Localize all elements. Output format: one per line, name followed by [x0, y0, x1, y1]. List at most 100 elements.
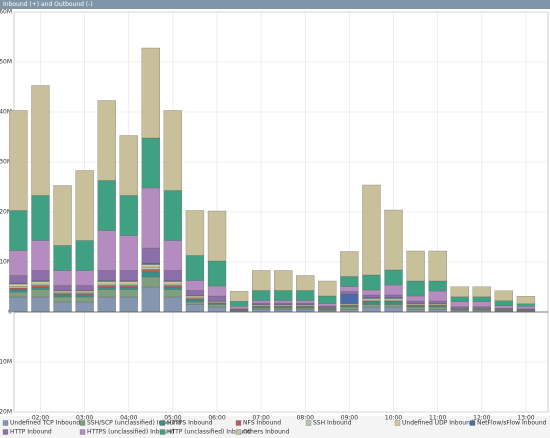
- bar-segment: [318, 303, 337, 307]
- bar-segment: [362, 274, 381, 291]
- bar-segment: [31, 286, 50, 290]
- bar-segment: [141, 47, 160, 139]
- legend-label: HTTP Inbound: [10, 429, 52, 436]
- bar-segment: [207, 210, 227, 262]
- bar-segment: [97, 289, 116, 298]
- legend-swatch: [159, 429, 166, 435]
- bar-segment: [406, 306, 425, 310]
- x-tick-label: 13:00: [517, 415, 534, 422]
- bar-segment: [428, 250, 447, 282]
- bar-segment: [31, 240, 50, 271]
- bar-segment: [119, 283, 138, 286]
- legend-label: HTTPS Inbound: [167, 420, 213, 427]
- legend-label: HTTPS (unclassified) Inbound: [87, 429, 175, 436]
- bar-segment: [340, 291, 359, 295]
- bar-segment: [406, 295, 425, 302]
- bar-segment: [450, 286, 469, 297]
- bar-segment: [185, 304, 205, 313]
- bar-segment: [53, 301, 72, 313]
- bar-segment: [362, 306, 381, 313]
- bar-segment: [251, 307, 271, 310]
- bar-segment: [274, 302, 293, 305]
- bar-segment: [119, 281, 138, 285]
- bar-segment: [9, 283, 28, 287]
- bar-segment: [406, 280, 425, 297]
- bar-segment: [75, 285, 94, 291]
- bar-segment: [384, 298, 403, 301]
- bar-segment: [207, 260, 227, 287]
- bar-segment: [251, 270, 271, 291]
- legend-swatch: [469, 420, 476, 426]
- legend-label: NetFlow/sFlow Inbound: [477, 420, 547, 427]
- bar-segment: [296, 307, 315, 310]
- x-tick-label: 04:00: [120, 415, 137, 422]
- bar-segment: [97, 296, 116, 313]
- bar-segment: [9, 110, 28, 211]
- bar-segment: [119, 285, 138, 288]
- bar-segment: [362, 298, 381, 301]
- y-tick-label: 60M: [0, 9, 12, 16]
- bar-segment: [185, 301, 205, 305]
- bar-segment: [97, 285, 116, 288]
- bar-segment: [362, 304, 381, 308]
- bar-segment: [340, 293, 359, 305]
- bar-segment: [229, 306, 249, 309]
- bar-segment: [450, 301, 469, 307]
- y-tick-label: 20M: [0, 409, 12, 416]
- bar-segment: [296, 275, 315, 291]
- bar-segment: [185, 295, 205, 298]
- x-tick-label: 08:00: [297, 415, 314, 422]
- bar-segment: [141, 137, 160, 189]
- bar-segment: [141, 276, 160, 288]
- bar-segment: [141, 286, 160, 313]
- bar-segment: [75, 296, 94, 303]
- bar-segment: [516, 303, 536, 307]
- legend-label: HTTP (unclassified) Inbound: [167, 429, 251, 436]
- x-tick-label: 10:00: [385, 415, 402, 422]
- bar-segment: [53, 245, 72, 271]
- bar-segment: [31, 195, 50, 241]
- bar-segment: [9, 289, 28, 293]
- bar-segment: [53, 185, 72, 246]
- legend-swatch: [235, 429, 242, 435]
- bar-segment: [384, 284, 403, 296]
- y-tick-label: 30M: [0, 159, 12, 166]
- bar-segment: [185, 280, 205, 291]
- bar-segment: [53, 294, 72, 298]
- bar-segment: [9, 286, 28, 289]
- x-tick-label: 12:00: [473, 415, 490, 422]
- bar-segment: [185, 210, 205, 256]
- bar-segment: [251, 290, 271, 301]
- x-tick-label: 07:00: [252, 415, 269, 422]
- bar-segment: [97, 270, 116, 281]
- bar-segment: [75, 294, 94, 298]
- bar-segment: [163, 289, 183, 298]
- bar-segment: [75, 301, 94, 313]
- bar-segment: [185, 299, 205, 303]
- bar-segment: [31, 270, 50, 281]
- bar-segment: [428, 290, 447, 302]
- x-tick-label: 11:00: [429, 415, 446, 422]
- bar-segment: [384, 306, 403, 313]
- bar-segment: [362, 294, 381, 298]
- bar-segment: [274, 307, 293, 310]
- bar-segment: [75, 270, 94, 286]
- bar-segment: [119, 270, 138, 281]
- bar-segment: [141, 266, 160, 270]
- bar-segment: [318, 295, 337, 304]
- bar-segment: [97, 100, 116, 181]
- bar-segment: [384, 294, 403, 298]
- bar-segment: [53, 285, 72, 291]
- bar-segment: [185, 290, 205, 296]
- title-bar: [0, 0, 550, 9]
- bar-segment: [428, 280, 447, 292]
- bar-segment: [163, 296, 183, 313]
- bar-segment: [31, 283, 50, 286]
- bar-segment: [428, 300, 447, 304]
- legend-label: NFS Inbound: [243, 420, 281, 427]
- bar-segment: [384, 269, 403, 286]
- bar-segment: [31, 289, 50, 298]
- legend-label: Undefined UDP Inbound: [402, 420, 474, 427]
- bar-segment: [141, 264, 160, 268]
- window-title: Inbound (+) and Outbound (-): [3, 1, 93, 8]
